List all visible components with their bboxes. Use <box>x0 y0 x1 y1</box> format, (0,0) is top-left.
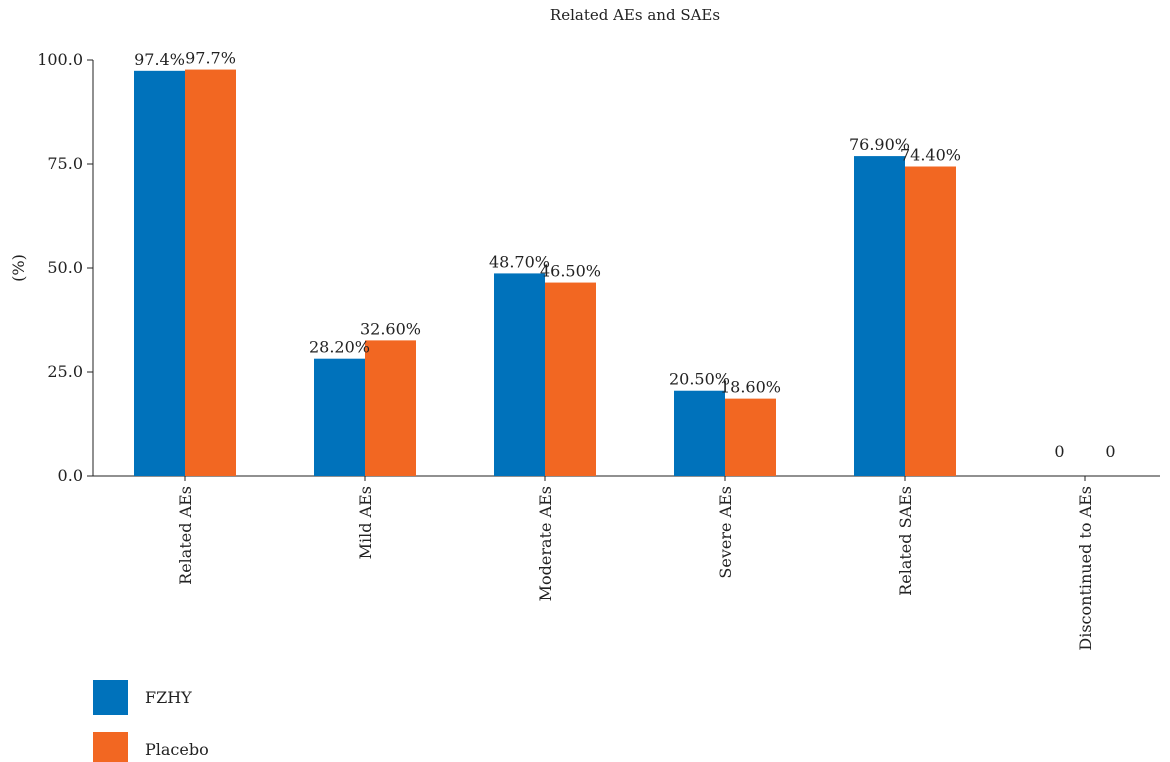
x-tick-label: Discontinued to AEs <box>1076 486 1095 651</box>
bar-placebo <box>185 69 236 477</box>
y-tick-label: 75.0 <box>47 154 83 173</box>
data-label-fzhy: 97.4% <box>134 50 185 69</box>
data-label-placebo: 46.50% <box>540 262 601 281</box>
data-label-placebo: 32.60% <box>360 319 421 338</box>
data-labels: 97.4% 97.7% 28.20%32.60% 48.70%46.50% 20.50%… <box>134 49 1116 461</box>
data-label-placebo: 18.60% <box>720 378 781 397</box>
x-tick-label: Moderate AEs <box>536 486 555 601</box>
data-label-fzhy: 0 <box>1054 442 1064 461</box>
data-label-placebo: 74.40% <box>900 145 961 164</box>
bar-placebo <box>365 340 416 476</box>
bar-fzhy <box>314 358 365 476</box>
bar-fzhy <box>674 390 725 476</box>
y-tick-label: 50.0 <box>47 258 83 277</box>
legend-label-placebo: Placebo <box>145 740 209 759</box>
legend-swatch-fzhy <box>93 680 128 715</box>
x-tick-label: Related AEs <box>176 486 195 585</box>
legend: FZHY Placebo <box>93 680 209 762</box>
y-tick-label: 100.0 <box>37 50 83 69</box>
y-axis-label: (%) <box>9 254 28 282</box>
bars <box>134 69 956 477</box>
x-tick-label: Related SAEs <box>896 486 915 596</box>
bar-placebo <box>905 166 956 476</box>
data-label-fzhy: 76.90% <box>849 135 910 154</box>
bar-fzhy <box>854 156 905 476</box>
bar-fzhy <box>134 70 185 476</box>
legend-swatch-placebo <box>93 732 128 762</box>
bar-placebo <box>725 398 776 476</box>
data-label-fzhy: 48.70% <box>489 252 550 271</box>
y-ticks: 0.0 25.0 50.0 75.0 100.0 <box>37 50 93 485</box>
chart-title: Related AEs and SAEs <box>550 6 720 24</box>
data-label-placebo: 0 <box>1105 442 1115 461</box>
bar-fzhy <box>494 273 545 476</box>
bar-placebo <box>545 282 596 476</box>
legend-label-fzhy: FZHY <box>145 688 192 707</box>
data-label-placebo: 97.7% <box>185 49 236 68</box>
data-label-fzhy: 20.50% <box>669 370 730 389</box>
y-tick-label: 0.0 <box>58 466 83 485</box>
x-tick-label: Severe AEs <box>716 486 735 579</box>
data-label-fzhy: 28.20% <box>309 338 370 357</box>
y-tick-label: 25.0 <box>47 362 83 381</box>
x-ticks: Related AEs Mild AEs Moderate AEs Severe AE… <box>176 476 1095 651</box>
x-tick-label: Mild AEs <box>356 486 375 559</box>
